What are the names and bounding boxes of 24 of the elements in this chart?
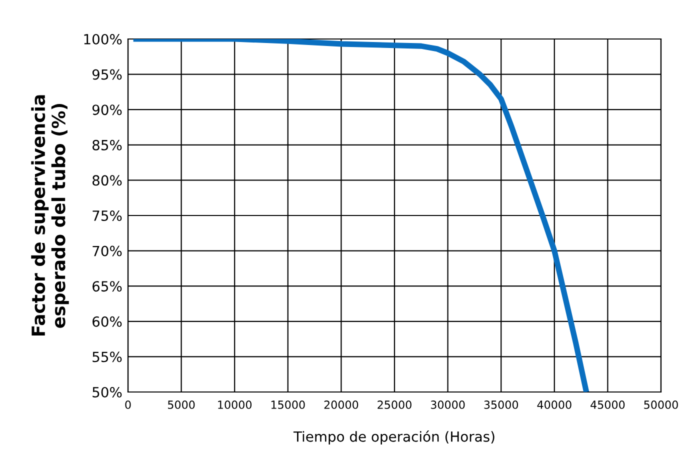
y-tick-label: 50%	[92, 386, 122, 398]
x-axis-title: Tiempo de operación (Horas)	[293, 430, 494, 445]
x-tick-label: 30000	[430, 400, 465, 409]
x-tick-label: 35000	[484, 400, 518, 409]
y-axis-title: Factor de supervivencia esperado del tubo (%)	[31, 95, 69, 336]
y-tick-label: 95%	[92, 69, 122, 80]
y-tick-label: 60%	[92, 316, 122, 327]
x-tick-label: 5000	[168, 400, 195, 409]
y-tick-label: 55%	[92, 352, 122, 362]
y-tick-label: 80%	[92, 175, 122, 186]
x-tick-label: 45000	[590, 400, 625, 409]
x-tick-label: 10000	[218, 400, 252, 409]
y-tick-label: 85%	[92, 140, 122, 150]
y-tick-label: 70%	[92, 246, 122, 256]
x-tick-label: 25000	[378, 400, 412, 409]
y-tick-label: 90%	[92, 104, 122, 116]
x-tick-label: 15000	[271, 400, 305, 409]
x-tick-label: 20000	[324, 400, 358, 409]
y-tick-label: 75%	[92, 210, 122, 221]
y-tick-label: 100%	[84, 34, 122, 44]
y-tick-label: 65%	[92, 281, 122, 292]
x-tick-label: 40000	[537, 400, 572, 409]
x-tick-label: 0	[125, 400, 131, 409]
x-tick-label: 50000	[644, 400, 678, 409]
